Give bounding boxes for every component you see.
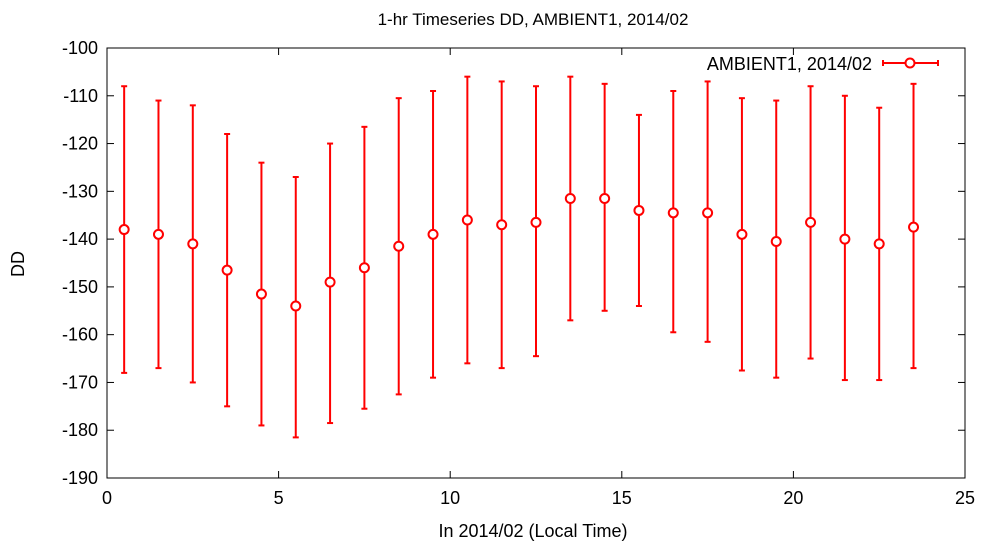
- data-point: [496, 219, 508, 231]
- data-point: [461, 214, 473, 226]
- data-point: [633, 204, 645, 216]
- data-point: [564, 193, 576, 204]
- x-axis-label: In 2014/02 (Local Time): [438, 521, 627, 541]
- y-tick-label: -150: [62, 277, 98, 297]
- data-point-group: [599, 82, 611, 312]
- data-point: [255, 288, 267, 300]
- data-point: [290, 300, 302, 312]
- data-point: [221, 264, 233, 276]
- data-point: [702, 207, 714, 219]
- y-tick-label: -170: [62, 372, 98, 392]
- data-point-group: [667, 90, 679, 334]
- data-point: [805, 216, 817, 228]
- data-point-group: [290, 176, 302, 439]
- data-point: [324, 276, 336, 288]
- data-point: [187, 238, 199, 250]
- x-tick-label: 10: [440, 488, 460, 508]
- data-point-group: [393, 97, 405, 396]
- y-tick-label: -120: [62, 134, 98, 154]
- data-point: [770, 236, 782, 247]
- data-point-group: [633, 113, 645, 307]
- x-tick-label: 25: [955, 488, 975, 508]
- plot-frame: [106, 47, 966, 479]
- data-marks: [118, 75, 920, 439]
- axis-ticks: 0 5 10 15 20 25 -100 -110 -120 -130 -140 -150 -160 -1…: [62, 38, 975, 508]
- data-point-group: [496, 80, 508, 370]
- y-tick-label: -160: [62, 325, 98, 345]
- data-point-group: [461, 75, 473, 365]
- data-point: [839, 233, 851, 245]
- data-point-group: [736, 97, 748, 372]
- y-tick-label: -110: [63, 86, 98, 106]
- data-point-group: [873, 106, 885, 382]
- data-point: [908, 221, 920, 233]
- data-point: [530, 216, 542, 228]
- data-point: [736, 228, 748, 240]
- legend-label: AMBIENT1, 2014/02: [707, 54, 872, 74]
- y-tick-label: -140: [62, 229, 98, 249]
- data-point-group: [770, 99, 782, 379]
- x-tick-label: 5: [274, 488, 284, 508]
- data-point: [599, 193, 611, 204]
- data-point-group: [805, 85, 817, 360]
- data-point: [393, 240, 405, 252]
- data-point-group: [908, 82, 920, 370]
- data-point-group: [324, 142, 336, 425]
- data-point-group: [702, 80, 714, 343]
- data-point: [118, 224, 130, 236]
- data-point-group: [427, 90, 439, 379]
- data-point-group: [530, 85, 542, 358]
- legend-marker: [904, 57, 916, 69]
- y-tick-label: -130: [62, 181, 98, 201]
- y-tick-label: -100: [62, 38, 98, 58]
- legend: AMBIENT1, 2014/02: [707, 54, 939, 74]
- data-point-group: [152, 99, 164, 370]
- data-point-group: [839, 94, 851, 382]
- data-point: [667, 207, 679, 219]
- data-point: [873, 238, 885, 250]
- y-tick-label: -190: [62, 468, 98, 488]
- data-point: [152, 228, 164, 240]
- chart-title: 1-hr Timeseries DD, AMBIENT1, 2014/02: [378, 10, 689, 29]
- x-tick-label: 20: [783, 488, 803, 508]
- x-tick-label: 15: [612, 488, 632, 508]
- y-axis-label: DD: [8, 251, 28, 277]
- data-point-group: [564, 75, 576, 322]
- data-point: [427, 228, 439, 240]
- data-point-group: [358, 125, 370, 410]
- data-point-group: [118, 85, 130, 374]
- data-point-group: [221, 133, 233, 408]
- data-point: [358, 262, 370, 274]
- data-point-group: [255, 161, 267, 427]
- x-tick-label: 0: [102, 488, 112, 508]
- data-point-group: [187, 104, 199, 384]
- y-tick-label: -180: [62, 420, 98, 440]
